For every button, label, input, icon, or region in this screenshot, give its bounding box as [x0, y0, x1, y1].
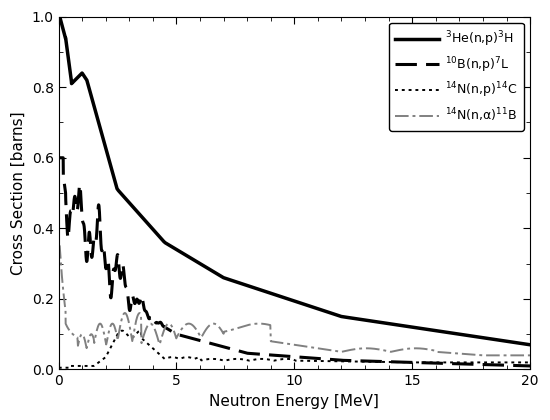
- $^{14}$N(n,p)$^{14}$C: [162, 356, 169, 361]
- $^{14}$N(n,α)$^{11}$B: [480, 353, 487, 358]
- $^{14}$N(n,p)$^{14}$C: [138, 328, 144, 333]
- $^{10}$B(n,p)$^{7}$L: [516, 363, 522, 368]
- Line: $^{10}$B(n,p)$^{7}$L: $^{10}$B(n,p)$^{7}$L: [59, 158, 530, 366]
- $^{10}$B(n,p)$^{7}$L: [133, 298, 140, 303]
- $^{14}$N(n,p)$^{14}$C: [266, 357, 272, 362]
- Y-axis label: Cross Section [barns]: Cross Section [barns]: [11, 111, 26, 275]
- Line: $^{14}$N(n,α)$^{11}$B: $^{14}$N(n,α)$^{11}$B: [59, 246, 530, 355]
- $^{3}$He(n,p)$^{3}$H: [244, 283, 251, 288]
- $^{14}$N(n,p)$^{14}$C: [56, 365, 62, 370]
- $^{10}$B(n,p)$^{7}$L: [63, 202, 69, 207]
- $^{10}$B(n,p)$^{7}$L: [56, 155, 62, 160]
- $^{14}$N(n,α)$^{11}$B: [90, 336, 97, 341]
- $^{10}$B(n,p)$^{7}$L: [205, 340, 212, 345]
- Line: $^{3}$He(n,p)$^{3}$H: $^{3}$He(n,p)$^{3}$H: [59, 17, 530, 345]
- Line: $^{14}$N(n,p)$^{14}$C: $^{14}$N(n,p)$^{14}$C: [59, 331, 530, 368]
- $^{14}$N(n,α)$^{11}$B: [251, 321, 257, 326]
- $^{3}$He(n,p)$^{3}$H: [317, 307, 323, 312]
- $^{14}$N(n,α)$^{11}$B: [195, 330, 201, 335]
- $^{3}$He(n,p)$^{3}$H: [56, 14, 62, 19]
- $^{14}$N(n,p)$^{14}$C: [143, 340, 150, 345]
- $^{14}$N(n,α)$^{11}$B: [56, 244, 62, 249]
- $^{14}$N(n,α)$^{11}$B: [527, 353, 534, 358]
- $^{14}$N(n,p)$^{14}$C: [115, 331, 122, 336]
- $^{3}$He(n,p)$^{3}$H: [68, 79, 75, 84]
- $^{10}$B(n,p)$^{7}$L: [142, 309, 149, 314]
- $^{14}$N(n,p)$^{14}$C: [104, 352, 111, 357]
- $^{3}$He(n,p)$^{3}$H: [97, 128, 104, 133]
- $^{3}$He(n,p)$^{3}$H: [178, 249, 184, 255]
- $^{14}$N(n,α)$^{11}$B: [272, 339, 278, 344]
- $^{14}$N(n,p)$^{14}$C: [527, 360, 534, 365]
- $^{14}$N(n,α)$^{11}$B: [147, 321, 154, 326]
- $^{14}$N(n,α)$^{11}$B: [335, 349, 342, 354]
- $^{14}$N(n,p)$^{14}$C: [175, 356, 182, 361]
- Legend: $^{3}$He(n,p)$^{3}$H, $^{10}$B(n,p)$^{7}$L, $^{14}$N(n,p)$^{14}$C, $^{14}$N(n,α): $^{3}$He(n,p)$^{3}$H, $^{10}$B(n,p)$^{7}…: [389, 23, 524, 131]
- $^{3}$He(n,p)$^{3}$H: [527, 342, 534, 347]
- X-axis label: Neutron Energy [MeV]: Neutron Energy [MeV]: [210, 394, 380, 409]
- $^{10}$B(n,p)$^{7}$L: [527, 363, 534, 368]
- $^{3}$He(n,p)$^{3}$H: [76, 73, 83, 78]
- $^{10}$B(n,p)$^{7}$L: [148, 316, 155, 321]
